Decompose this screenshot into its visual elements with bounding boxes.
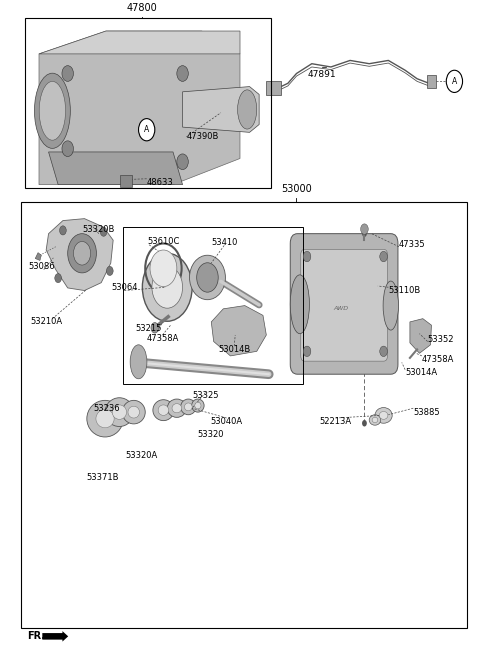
Ellipse shape	[39, 81, 66, 140]
Text: A: A	[452, 77, 457, 86]
Circle shape	[360, 224, 368, 234]
Ellipse shape	[372, 417, 378, 422]
Text: 53320B: 53320B	[83, 224, 115, 234]
Ellipse shape	[195, 402, 201, 409]
Ellipse shape	[190, 255, 226, 300]
Circle shape	[62, 66, 73, 81]
Circle shape	[107, 266, 113, 276]
Text: A: A	[144, 125, 149, 134]
Text: 53371B: 53371B	[86, 473, 119, 482]
Text: 47358A: 47358A	[422, 356, 454, 364]
Text: 53236: 53236	[94, 403, 120, 413]
Circle shape	[177, 154, 188, 170]
Polygon shape	[46, 218, 113, 291]
Circle shape	[446, 70, 463, 92]
Ellipse shape	[369, 415, 381, 425]
Text: 53885: 53885	[413, 407, 440, 417]
Text: 53215: 53215	[135, 324, 161, 333]
Ellipse shape	[238, 90, 257, 129]
Ellipse shape	[122, 400, 145, 424]
Ellipse shape	[153, 400, 174, 420]
Ellipse shape	[290, 275, 310, 334]
Polygon shape	[182, 87, 259, 133]
Circle shape	[62, 141, 73, 157]
Ellipse shape	[158, 405, 168, 415]
Bar	[21, 202, 468, 628]
Ellipse shape	[375, 407, 392, 423]
Text: 47335: 47335	[399, 240, 426, 249]
Circle shape	[139, 119, 155, 141]
Bar	[123, 227, 303, 384]
Ellipse shape	[128, 406, 140, 418]
Text: AWD: AWD	[333, 306, 348, 312]
Polygon shape	[211, 306, 266, 356]
Circle shape	[100, 227, 107, 236]
Polygon shape	[35, 253, 41, 260]
Circle shape	[303, 346, 311, 357]
Circle shape	[68, 234, 96, 273]
FancyBboxPatch shape	[290, 234, 398, 374]
Circle shape	[150, 250, 177, 287]
Ellipse shape	[130, 345, 147, 379]
Circle shape	[151, 323, 158, 333]
Circle shape	[143, 253, 192, 321]
FancyBboxPatch shape	[301, 249, 387, 361]
Text: 53320A: 53320A	[126, 451, 158, 461]
Text: 53325: 53325	[192, 391, 219, 400]
Text: 47800: 47800	[127, 3, 157, 13]
Polygon shape	[39, 31, 240, 184]
Bar	[24, 18, 271, 188]
Text: 53014B: 53014B	[218, 345, 251, 354]
Text: 53210A: 53210A	[30, 318, 62, 327]
Circle shape	[380, 346, 387, 357]
Text: 48633: 48633	[147, 178, 173, 186]
Polygon shape	[39, 31, 240, 54]
Text: FR.: FR.	[27, 630, 45, 641]
Text: 53410: 53410	[211, 237, 238, 247]
Text: 47891: 47891	[308, 70, 336, 79]
Text: 53352: 53352	[428, 335, 454, 344]
Ellipse shape	[379, 411, 388, 419]
Text: 53086: 53086	[28, 262, 55, 271]
Ellipse shape	[192, 399, 204, 412]
Bar	[266, 81, 281, 95]
FancyArrow shape	[42, 631, 68, 642]
Ellipse shape	[96, 409, 114, 428]
Ellipse shape	[112, 405, 127, 419]
Text: 53040A: 53040A	[211, 417, 243, 426]
Ellipse shape	[172, 403, 181, 413]
Circle shape	[60, 226, 66, 235]
Ellipse shape	[180, 399, 196, 415]
Circle shape	[362, 420, 367, 426]
Text: 47358A: 47358A	[146, 335, 179, 343]
Bar	[427, 75, 436, 88]
Text: 53000: 53000	[281, 184, 312, 194]
Circle shape	[73, 241, 91, 265]
Circle shape	[152, 266, 182, 308]
Text: 53064: 53064	[111, 283, 137, 292]
Text: 53320: 53320	[197, 430, 224, 439]
Ellipse shape	[197, 263, 218, 292]
Circle shape	[177, 66, 188, 81]
Ellipse shape	[105, 398, 134, 426]
Circle shape	[380, 251, 387, 262]
Text: 47390B: 47390B	[186, 133, 219, 142]
Ellipse shape	[87, 400, 123, 437]
Text: 52213A: 52213A	[320, 417, 352, 426]
Ellipse shape	[383, 281, 398, 330]
Text: 53110B: 53110B	[388, 286, 420, 295]
Circle shape	[55, 274, 61, 283]
Ellipse shape	[167, 399, 186, 417]
Text: 53610C: 53610C	[147, 237, 180, 246]
Circle shape	[362, 230, 367, 237]
Bar	[120, 175, 132, 186]
Text: 53014A: 53014A	[405, 369, 437, 377]
Ellipse shape	[35, 73, 71, 148]
Ellipse shape	[184, 403, 192, 411]
Polygon shape	[48, 152, 182, 184]
Circle shape	[303, 251, 311, 262]
Polygon shape	[410, 319, 432, 354]
